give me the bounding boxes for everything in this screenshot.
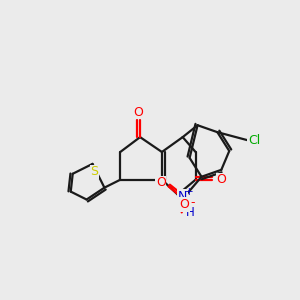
Text: N: N	[178, 190, 188, 203]
Text: H: H	[186, 206, 195, 219]
Text: S: S	[91, 165, 98, 178]
Text: +: +	[185, 187, 194, 196]
Text: O: O	[216, 173, 226, 186]
Text: Cl: Cl	[248, 134, 260, 147]
Text: O: O	[156, 176, 166, 189]
Text: O: O	[133, 106, 143, 119]
Text: -: -	[190, 196, 195, 209]
Text: O: O	[180, 198, 190, 211]
Text: N: N	[178, 198, 188, 211]
